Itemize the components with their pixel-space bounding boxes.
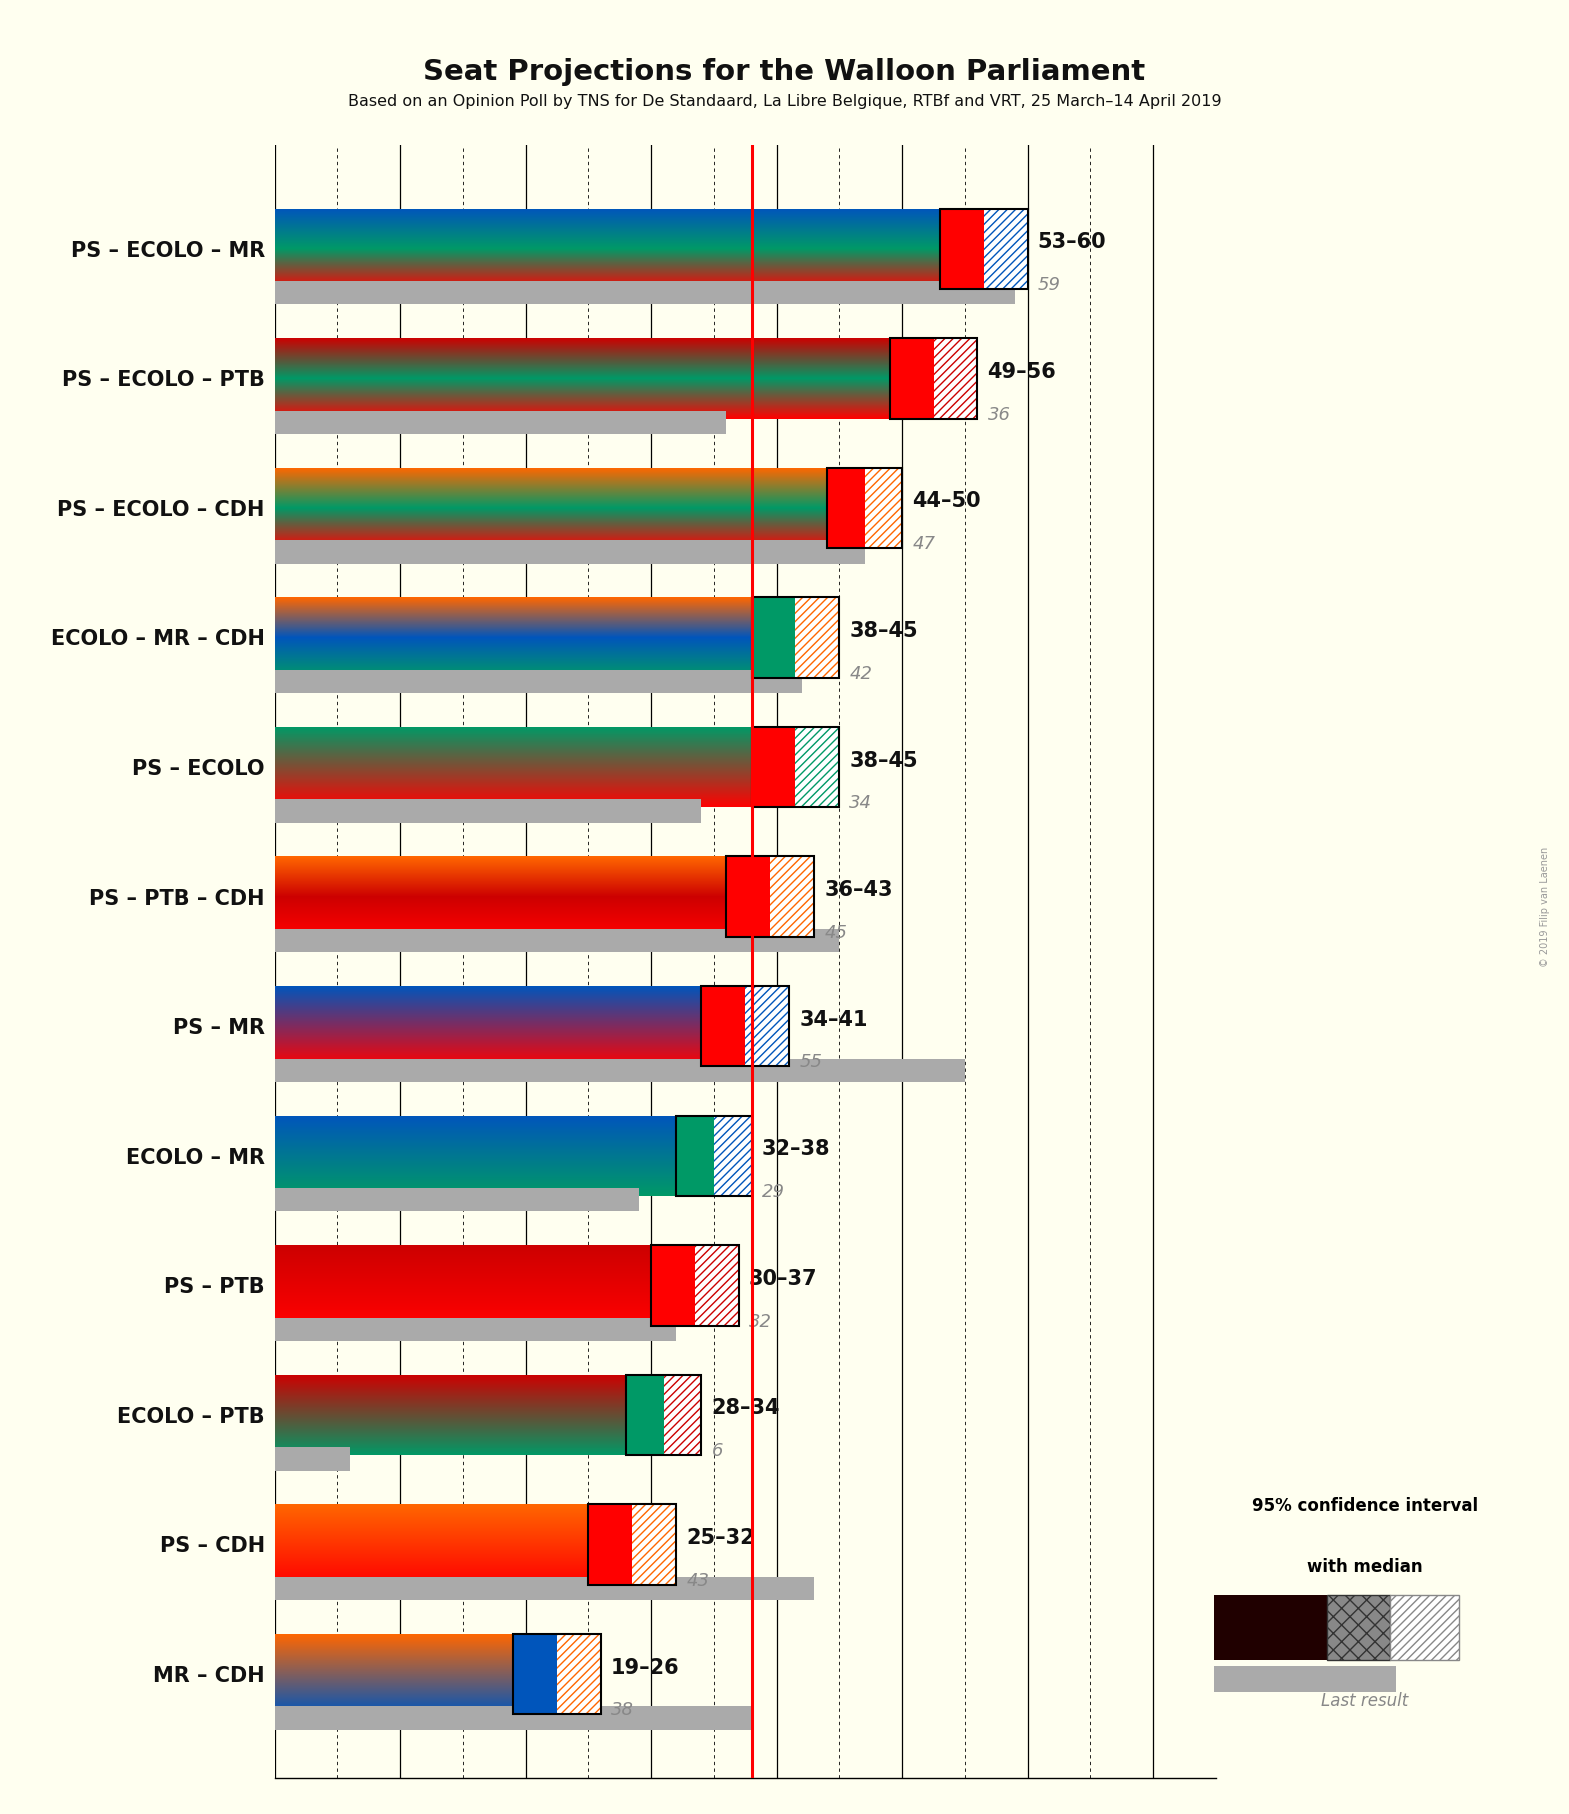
Text: Last result: Last result bbox=[1321, 1692, 1409, 1711]
Text: 34–41: 34–41 bbox=[799, 1010, 868, 1030]
Bar bbox=[752, 727, 795, 807]
Text: with median: with median bbox=[1307, 1558, 1423, 1576]
Text: 32–38: 32–38 bbox=[761, 1139, 830, 1159]
Text: 38–45: 38–45 bbox=[849, 620, 918, 640]
Text: 45: 45 bbox=[824, 923, 847, 941]
Bar bbox=[890, 337, 977, 419]
Bar bbox=[795, 597, 839, 678]
Bar bbox=[865, 468, 902, 548]
Bar bbox=[557, 1634, 601, 1714]
Bar bbox=[275, 1188, 639, 1212]
Bar bbox=[588, 1504, 676, 1585]
Bar bbox=[275, 1707, 752, 1731]
Bar bbox=[1214, 1667, 1396, 1692]
Bar bbox=[664, 1375, 701, 1455]
Text: 49–56: 49–56 bbox=[987, 361, 1056, 383]
Bar bbox=[726, 856, 814, 936]
Bar bbox=[275, 281, 1015, 305]
Text: 38: 38 bbox=[610, 1702, 634, 1720]
Text: 55: 55 bbox=[799, 1054, 822, 1072]
Bar bbox=[701, 987, 789, 1067]
Text: 59: 59 bbox=[1037, 276, 1061, 294]
Text: 36: 36 bbox=[987, 406, 1010, 424]
Text: 29: 29 bbox=[761, 1183, 784, 1201]
Text: Based on an Opinion Poll by TNS for De Standaard, La Libre Belgique, RTBf and VR: Based on an Opinion Poll by TNS for De S… bbox=[348, 94, 1221, 109]
Bar bbox=[275, 1448, 350, 1471]
Bar bbox=[984, 209, 1028, 288]
Bar bbox=[752, 597, 839, 678]
Bar bbox=[827, 468, 902, 548]
Bar bbox=[701, 987, 745, 1067]
Text: 34: 34 bbox=[849, 795, 872, 813]
Bar bbox=[651, 1244, 739, 1326]
Text: 38–45: 38–45 bbox=[849, 751, 918, 771]
Text: 32: 32 bbox=[748, 1313, 772, 1331]
Text: 95% confidence interval: 95% confidence interval bbox=[1252, 1497, 1478, 1515]
Bar bbox=[275, 929, 839, 952]
Bar bbox=[513, 1634, 557, 1714]
Text: 44–50: 44–50 bbox=[912, 492, 981, 512]
Text: 43: 43 bbox=[686, 1571, 709, 1589]
Bar bbox=[940, 209, 1028, 288]
Bar bbox=[626, 1375, 701, 1455]
Bar bbox=[770, 856, 814, 936]
Bar bbox=[745, 987, 789, 1067]
Bar bbox=[275, 800, 701, 824]
Text: 47: 47 bbox=[912, 535, 935, 553]
Bar bbox=[934, 337, 977, 419]
Bar bbox=[651, 1244, 695, 1326]
Text: 19–26: 19–26 bbox=[610, 1658, 679, 1678]
Bar bbox=[795, 727, 839, 807]
Bar bbox=[940, 209, 984, 288]
Bar bbox=[275, 669, 802, 693]
Text: 42: 42 bbox=[849, 664, 872, 682]
Bar bbox=[626, 1375, 664, 1455]
Text: 53–60: 53–60 bbox=[1037, 232, 1106, 252]
Bar bbox=[1390, 1595, 1459, 1660]
Bar bbox=[827, 468, 865, 548]
Bar bbox=[275, 541, 865, 564]
Text: 6: 6 bbox=[711, 1442, 723, 1460]
Bar bbox=[726, 856, 770, 936]
Text: 25–32: 25–32 bbox=[686, 1527, 755, 1547]
Bar bbox=[695, 1244, 739, 1326]
Text: 28–34: 28–34 bbox=[711, 1399, 780, 1419]
Text: Seat Projections for the Walloon Parliament: Seat Projections for the Walloon Parliam… bbox=[424, 58, 1145, 85]
Bar bbox=[676, 1116, 714, 1195]
Bar bbox=[714, 1116, 752, 1195]
Text: © 2019 Filip van Laenen: © 2019 Filip van Laenen bbox=[1541, 847, 1550, 967]
Bar bbox=[1214, 1595, 1327, 1660]
Bar bbox=[275, 410, 726, 434]
Bar bbox=[588, 1504, 632, 1585]
Text: 30–37: 30–37 bbox=[748, 1268, 817, 1290]
Bar bbox=[676, 1116, 752, 1195]
Bar bbox=[632, 1504, 676, 1585]
Bar bbox=[275, 1059, 965, 1081]
Bar bbox=[275, 1317, 676, 1341]
Bar bbox=[275, 1576, 814, 1600]
Bar bbox=[1327, 1595, 1390, 1660]
Bar bbox=[890, 337, 934, 419]
Text: 36–43: 36–43 bbox=[824, 880, 893, 900]
Bar bbox=[752, 597, 795, 678]
Bar bbox=[752, 727, 839, 807]
Bar bbox=[513, 1634, 601, 1714]
